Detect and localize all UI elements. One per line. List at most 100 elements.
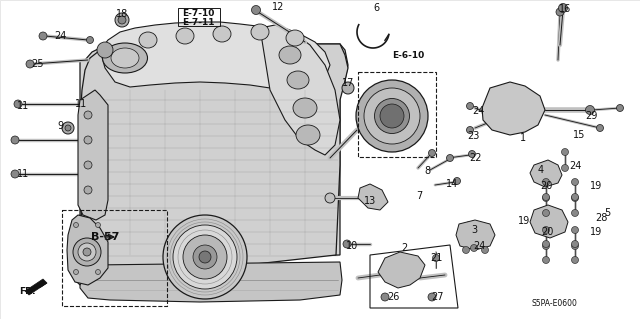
Text: 18: 18 bbox=[116, 9, 128, 19]
Ellipse shape bbox=[364, 88, 420, 144]
Circle shape bbox=[11, 170, 19, 178]
Circle shape bbox=[74, 222, 79, 227]
Polygon shape bbox=[530, 205, 568, 238]
Bar bbox=[358, 72, 436, 157]
Circle shape bbox=[95, 270, 100, 275]
Circle shape bbox=[561, 165, 568, 172]
Polygon shape bbox=[100, 22, 330, 90]
Polygon shape bbox=[358, 184, 388, 210]
Ellipse shape bbox=[286, 30, 304, 46]
Circle shape bbox=[342, 82, 354, 94]
Text: 19: 19 bbox=[590, 181, 602, 191]
Circle shape bbox=[572, 195, 579, 202]
Text: 24: 24 bbox=[569, 161, 581, 171]
Text: 16: 16 bbox=[559, 4, 571, 14]
Text: 25: 25 bbox=[31, 59, 44, 69]
Text: 29: 29 bbox=[585, 111, 597, 121]
Text: 14: 14 bbox=[446, 179, 458, 189]
Circle shape bbox=[572, 241, 579, 248]
Circle shape bbox=[463, 247, 470, 254]
Circle shape bbox=[78, 243, 96, 261]
Ellipse shape bbox=[139, 32, 157, 48]
Circle shape bbox=[543, 241, 550, 248]
Text: E-6-10: E-6-10 bbox=[392, 51, 424, 61]
Circle shape bbox=[83, 248, 91, 256]
Circle shape bbox=[572, 179, 579, 186]
Ellipse shape bbox=[111, 48, 139, 68]
Circle shape bbox=[572, 256, 579, 263]
Circle shape bbox=[84, 161, 92, 169]
Text: 10: 10 bbox=[346, 241, 358, 251]
Circle shape bbox=[252, 5, 260, 14]
Ellipse shape bbox=[176, 28, 194, 44]
Circle shape bbox=[561, 149, 568, 155]
Text: 5: 5 bbox=[604, 208, 610, 218]
Bar bbox=[178, 8, 220, 26]
Text: 6: 6 bbox=[373, 3, 379, 13]
Text: 20: 20 bbox=[541, 227, 553, 237]
Text: S5PA-E0600: S5PA-E0600 bbox=[531, 300, 577, 308]
Text: 9: 9 bbox=[57, 121, 63, 131]
Circle shape bbox=[84, 111, 92, 119]
Text: 7: 7 bbox=[416, 191, 422, 201]
Circle shape bbox=[470, 244, 477, 251]
Circle shape bbox=[86, 36, 93, 43]
Circle shape bbox=[65, 125, 71, 131]
Circle shape bbox=[467, 102, 474, 109]
Circle shape bbox=[572, 226, 579, 234]
Polygon shape bbox=[67, 215, 108, 285]
Polygon shape bbox=[72, 215, 92, 285]
Circle shape bbox=[115, 13, 129, 27]
Ellipse shape bbox=[279, 46, 301, 64]
Circle shape bbox=[381, 293, 389, 301]
Ellipse shape bbox=[287, 71, 309, 89]
Circle shape bbox=[199, 251, 211, 263]
Ellipse shape bbox=[213, 26, 231, 42]
Circle shape bbox=[586, 106, 595, 115]
Text: 3: 3 bbox=[471, 225, 477, 235]
Circle shape bbox=[380, 104, 404, 128]
Ellipse shape bbox=[374, 99, 410, 133]
Text: 11: 11 bbox=[17, 101, 29, 111]
Circle shape bbox=[467, 127, 474, 133]
Polygon shape bbox=[260, 25, 340, 155]
Text: 19: 19 bbox=[518, 216, 530, 226]
Polygon shape bbox=[482, 82, 545, 135]
Text: 26: 26 bbox=[387, 292, 399, 302]
Polygon shape bbox=[378, 252, 425, 288]
Text: 23: 23 bbox=[467, 131, 479, 141]
Text: 24: 24 bbox=[473, 241, 485, 251]
Text: 27: 27 bbox=[431, 292, 444, 302]
Polygon shape bbox=[78, 90, 108, 220]
Ellipse shape bbox=[97, 42, 113, 58]
Text: B-57: B-57 bbox=[91, 232, 119, 242]
Ellipse shape bbox=[296, 125, 320, 145]
Circle shape bbox=[447, 154, 454, 161]
Text: 24: 24 bbox=[54, 31, 66, 41]
Circle shape bbox=[559, 4, 568, 12]
Circle shape bbox=[543, 242, 550, 249]
Circle shape bbox=[543, 210, 550, 217]
Circle shape bbox=[468, 151, 476, 158]
Circle shape bbox=[572, 194, 579, 201]
Circle shape bbox=[62, 122, 74, 134]
Circle shape bbox=[616, 105, 623, 112]
Circle shape bbox=[26, 60, 34, 68]
Circle shape bbox=[14, 100, 22, 108]
Polygon shape bbox=[80, 44, 348, 272]
Ellipse shape bbox=[251, 24, 269, 40]
Circle shape bbox=[454, 177, 461, 184]
Ellipse shape bbox=[356, 80, 428, 152]
Text: 15: 15 bbox=[573, 130, 585, 140]
Circle shape bbox=[95, 222, 100, 227]
Circle shape bbox=[543, 194, 550, 201]
Circle shape bbox=[429, 150, 435, 157]
Text: 21: 21 bbox=[430, 253, 442, 263]
Polygon shape bbox=[25, 283, 47, 291]
Polygon shape bbox=[80, 44, 348, 260]
Circle shape bbox=[84, 136, 92, 144]
Bar bbox=[62, 210, 167, 306]
Ellipse shape bbox=[102, 43, 147, 73]
Text: 22: 22 bbox=[470, 153, 483, 163]
Circle shape bbox=[325, 193, 335, 203]
